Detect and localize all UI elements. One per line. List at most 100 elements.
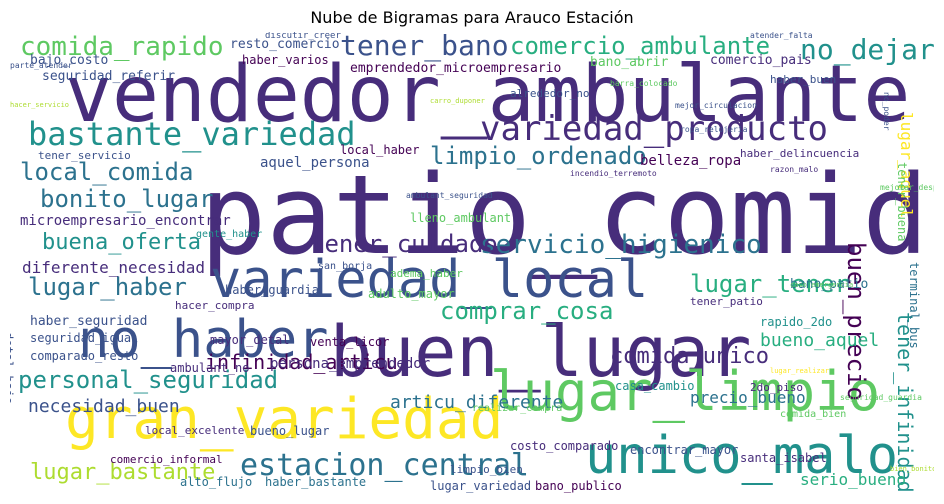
word-tener-cuidado: tener_cuidado bbox=[310, 230, 498, 258]
word-incendio-terremoto: incendio_terremoto bbox=[570, 169, 657, 178]
word-seguridad-igual: seguridad_igual bbox=[30, 331, 139, 345]
word-haber-bastante: haber_bastante bbox=[265, 475, 367, 489]
word-infinidad-articu: infinidad_articu bbox=[205, 350, 398, 374]
word-seguridad-guardia: seguridad_guardia bbox=[840, 393, 922, 402]
word-caso-emergencia: caso_emergencia bbox=[790, 281, 854, 289]
word-articu-diferente: articu_diferente bbox=[390, 392, 564, 413]
word-bano-patio: bano_patio bbox=[790, 277, 869, 292]
word-comida-unico: comida_unico bbox=[610, 344, 769, 369]
word-local-comida: local_comida bbox=[20, 158, 194, 186]
word-gente-haber: gente_haber bbox=[196, 229, 263, 240]
word-ropa-relojeria: ropa_relojeria bbox=[680, 125, 748, 134]
word-no-haber: no_haber bbox=[78, 310, 329, 370]
word-haber-delincuencia: haber_delincuencia bbox=[740, 147, 860, 160]
word-gran-variedad: gran_variedad bbox=[65, 387, 504, 452]
word-santa-isabel: santa_isabel bbox=[740, 451, 827, 465]
word-casa-cambio: casa_cambio bbox=[615, 379, 695, 393]
word-haber-guardia: haber_guardia bbox=[225, 283, 319, 297]
word-lugar-limpio: lugar_limpio bbox=[490, 360, 881, 423]
word-lugar-realizar: lugar_realizar bbox=[770, 367, 830, 375]
word-no-dejar: no_dejar bbox=[800, 33, 934, 66]
word-unico-malo: unico_malo bbox=[585, 426, 899, 486]
word-comida-bien: comida_bien bbox=[780, 409, 847, 420]
word-bano-publico: bano_publico bbox=[535, 479, 622, 493]
word-comida-rapido: comida_rapido bbox=[20, 32, 224, 62]
word-variedad-local: variedad_local bbox=[210, 250, 649, 310]
word-no-poder: no_poder bbox=[882, 92, 891, 131]
word-alto-flujo: alto_flujo bbox=[180, 475, 253, 489]
word-comercio-pais: comercio_pais bbox=[710, 53, 812, 68]
word-bien-bonito: bien_bonito bbox=[890, 465, 934, 473]
word-precio-bueno: precio_bueno bbox=[690, 388, 806, 407]
word-discutir-creer: discutir_creer bbox=[265, 32, 341, 41]
word-encontrar-mayor: encontrar_mayor bbox=[630, 443, 739, 457]
word-buen-lugar: buen_lugar bbox=[330, 311, 752, 393]
word-emprendedor-microempresario: emprendedor_microempresario bbox=[350, 61, 562, 76]
word-haber-varios: haber_varios bbox=[242, 53, 329, 67]
word-hacer-servicio: hacer_servicio bbox=[10, 101, 70, 109]
word-persona-emprendedor: persona_emprendedor bbox=[270, 356, 431, 372]
word-microempresario-encontrar: microempresario_encontrar bbox=[20, 213, 231, 229]
word-aquel-persona: aquel_persona bbox=[260, 155, 370, 171]
word-mayor-detal: mayor_detal bbox=[210, 333, 290, 347]
word-ambulant-no: ambulant_no bbox=[170, 361, 250, 375]
word-estacion-central: estacion_central bbox=[240, 448, 529, 483]
word-2do-piso: 2do_piso bbox=[750, 381, 803, 394]
word-mejorar-despu: mejorar_despu bbox=[880, 183, 934, 192]
word-carro-duponer: carro_duponer bbox=[430, 97, 485, 105]
word-serio-bueno: serio_bueno bbox=[800, 470, 906, 489]
word-venta-licor: venta_licor bbox=[310, 335, 390, 349]
word-adulto-mayor: adulto_mayor bbox=[368, 287, 455, 301]
word-barra-colocado: barra_colocado bbox=[610, 79, 678, 88]
word-servicio-higienico: servicio_higienico bbox=[480, 230, 762, 260]
word-limpio-ordenado: limpio_ordenado bbox=[430, 142, 647, 170]
word-haber-seguridad: haber_seguridad bbox=[30, 314, 148, 329]
word-razon-malo: razon_malo bbox=[770, 165, 819, 174]
word-haber-buen: haber_buen bbox=[770, 73, 837, 86]
word-comparado-resto: comparado_resto bbox=[30, 349, 139, 363]
word-atender-falta: atender_falta bbox=[750, 32, 813, 40]
word-terminal-bus: terminal_bus bbox=[907, 262, 921, 349]
word-variedad-producto: variedad_producto bbox=[480, 109, 828, 149]
word-lugar-bastante: lugar_bastante bbox=[30, 460, 216, 485]
word-buena-oferta: buena_oferta bbox=[42, 230, 201, 255]
word-rapido-2do: rapido_2do bbox=[760, 315, 833, 329]
word-local-haber: local_haber bbox=[340, 143, 420, 157]
word-cloud: patio_comida vendedor_ambulante buen_lugar… bbox=[10, 32, 934, 497]
word-seguridad-referir: seguridad_referir bbox=[42, 69, 176, 84]
word-buen-precio: buen_precio bbox=[842, 242, 870, 401]
word-lugar-haber: lugar_haber bbox=[28, 273, 187, 301]
word-adema-haber: adema_haber bbox=[390, 267, 463, 280]
word-lugar-variedad: lugar_variedad bbox=[430, 479, 532, 493]
word-costo-comparado: costo_comparado bbox=[510, 439, 619, 453]
word-limpio-bien: limpio_bien bbox=[450, 463, 523, 476]
word-bano-abrir: bano_abrir bbox=[590, 55, 669, 70]
word-bueno-lugar: bueno_lugar bbox=[250, 424, 330, 438]
word-vendedor-ambulante: vendedor_ambulante bbox=[65, 50, 911, 140]
word-patio-comida: patio_comida bbox=[200, 151, 934, 279]
word-parte-atender: parte_atender bbox=[10, 61, 73, 70]
word-lugar-tener: lugar_tener bbox=[690, 270, 849, 298]
word-necesidad-buen: necesidad_buen bbox=[28, 396, 180, 417]
word-belleza-ropa: belleza_ropa bbox=[640, 153, 742, 169]
word-alrededor-no: alrededor_no bbox=[510, 87, 590, 100]
word-tener-servicio: tener_servicio bbox=[38, 149, 131, 162]
word-local-excelente: local_excelente bbox=[145, 424, 245, 437]
word-bonito-lugar: bonito_lugar bbox=[40, 185, 214, 213]
word-resto-comercio: resto_comercio bbox=[230, 37, 340, 52]
word-diferente-necesidad: diferente_necesidad bbox=[22, 258, 206, 277]
word-comprar-cosa: comprar_cosa bbox=[440, 297, 614, 325]
word-comercio-ambulante: comercio_ambulante bbox=[510, 32, 771, 60]
word-realizar-compra: realizar_compra bbox=[472, 403, 563, 414]
word-bueno-aquel: bueno_aquel bbox=[760, 330, 880, 351]
word-lleno-ambulant: lleno_ambulant bbox=[410, 211, 512, 225]
word-personal-seguridad: personal_seguridad bbox=[18, 366, 279, 394]
word-san-borja: san_borja bbox=[318, 261, 373, 272]
word-bastante-variedad: bastante_variedad bbox=[28, 115, 356, 153]
word-comercio-informal: comercio_informal bbox=[110, 453, 223, 466]
word-ambulant-seguridad: ambulant_seguridad bbox=[406, 191, 493, 200]
word-detal-bajo: detal_bajo bbox=[10, 332, 15, 405]
figure-title: Nube de Bigramas para Arauco Estación bbox=[310, 8, 634, 27]
word-bajo-costo: bajo_costo bbox=[30, 53, 109, 68]
word-hacer-compra: hacer_compra bbox=[175, 299, 255, 312]
